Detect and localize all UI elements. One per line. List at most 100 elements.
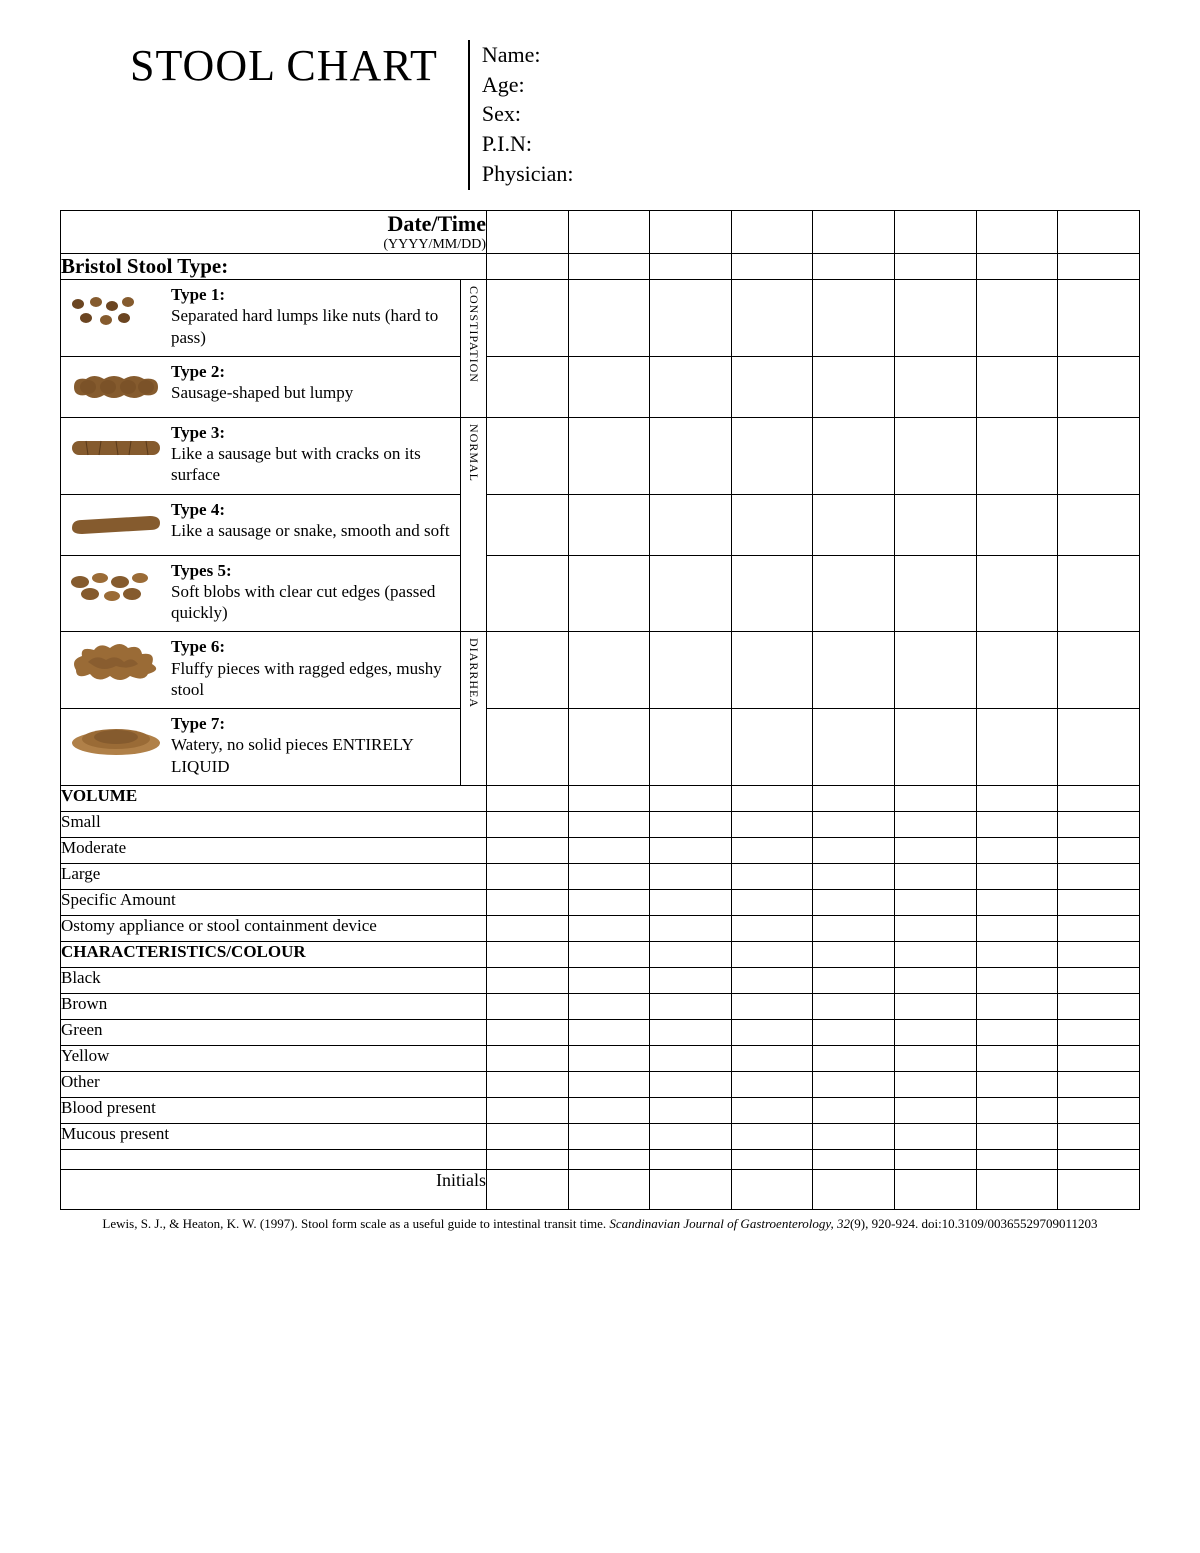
data-cell[interactable] bbox=[813, 494, 895, 555]
data-cell[interactable] bbox=[650, 1149, 732, 1169]
data-cell[interactable] bbox=[1058, 1097, 1140, 1123]
data-cell[interactable] bbox=[650, 632, 732, 709]
data-cell[interactable] bbox=[650, 280, 732, 357]
data-cell[interactable] bbox=[813, 811, 895, 837]
data-cell[interactable] bbox=[1058, 811, 1140, 837]
data-cell[interactable] bbox=[731, 941, 813, 967]
data-cell[interactable] bbox=[487, 837, 569, 863]
data-cell[interactable] bbox=[487, 1169, 569, 1209]
data-cell[interactable] bbox=[568, 1045, 650, 1071]
data-cell[interactable] bbox=[1058, 356, 1140, 417]
data-cell[interactable] bbox=[813, 709, 895, 786]
data-cell[interactable] bbox=[1058, 280, 1140, 357]
data-cell[interactable] bbox=[731, 993, 813, 1019]
data-cell[interactable] bbox=[1058, 863, 1140, 889]
data-cell[interactable] bbox=[976, 837, 1058, 863]
data-cell[interactable] bbox=[813, 632, 895, 709]
data-cell[interactable] bbox=[1058, 417, 1140, 494]
data-cell[interactable] bbox=[487, 254, 569, 280]
data-cell[interactable] bbox=[731, 280, 813, 357]
data-cell[interactable] bbox=[895, 632, 977, 709]
data-cell[interactable] bbox=[650, 555, 732, 632]
data-cell[interactable] bbox=[568, 632, 650, 709]
data-cell[interactable] bbox=[1058, 211, 1140, 254]
data-cell[interactable] bbox=[895, 1045, 977, 1071]
data-cell[interactable] bbox=[813, 967, 895, 993]
data-cell[interactable] bbox=[568, 1149, 650, 1169]
data-cell[interactable] bbox=[731, 1169, 813, 1209]
data-cell[interactable] bbox=[813, 1149, 895, 1169]
data-cell[interactable] bbox=[1058, 494, 1140, 555]
data-cell[interactable] bbox=[568, 837, 650, 863]
data-cell[interactable] bbox=[568, 494, 650, 555]
data-cell[interactable] bbox=[487, 967, 569, 993]
data-cell[interactable] bbox=[568, 211, 650, 254]
data-cell[interactable] bbox=[813, 889, 895, 915]
data-cell[interactable] bbox=[976, 1019, 1058, 1045]
data-cell[interactable] bbox=[731, 494, 813, 555]
data-cell[interactable] bbox=[731, 709, 813, 786]
data-cell[interactable] bbox=[976, 811, 1058, 837]
data-cell[interactable] bbox=[1058, 785, 1140, 811]
data-cell[interactable] bbox=[1058, 1169, 1140, 1209]
data-cell[interactable] bbox=[650, 494, 732, 555]
data-cell[interactable] bbox=[487, 417, 569, 494]
data-cell[interactable] bbox=[650, 941, 732, 967]
data-cell[interactable] bbox=[895, 709, 977, 786]
data-cell[interactable] bbox=[650, 993, 732, 1019]
data-cell[interactable] bbox=[976, 709, 1058, 786]
data-cell[interactable] bbox=[568, 254, 650, 280]
data-cell[interactable] bbox=[487, 211, 569, 254]
data-cell[interactable] bbox=[976, 555, 1058, 632]
data-cell[interactable] bbox=[568, 1123, 650, 1149]
data-cell[interactable] bbox=[1058, 1019, 1140, 1045]
data-cell[interactable] bbox=[813, 1123, 895, 1149]
data-cell[interactable] bbox=[976, 889, 1058, 915]
data-cell[interactable] bbox=[813, 254, 895, 280]
data-cell[interactable] bbox=[976, 356, 1058, 417]
data-cell[interactable] bbox=[813, 1097, 895, 1123]
data-cell[interactable] bbox=[731, 1019, 813, 1045]
data-cell[interactable] bbox=[650, 837, 732, 863]
data-cell[interactable] bbox=[1058, 915, 1140, 941]
data-cell[interactable] bbox=[568, 1019, 650, 1045]
data-cell[interactable] bbox=[895, 915, 977, 941]
data-cell[interactable] bbox=[976, 417, 1058, 494]
data-cell[interactable] bbox=[487, 1123, 569, 1149]
data-cell[interactable] bbox=[487, 915, 569, 941]
data-cell[interactable] bbox=[568, 555, 650, 632]
data-cell[interactable] bbox=[813, 417, 895, 494]
data-cell[interactable] bbox=[976, 1169, 1058, 1209]
data-cell[interactable] bbox=[1058, 993, 1140, 1019]
data-cell[interactable] bbox=[650, 254, 732, 280]
data-cell[interactable] bbox=[895, 993, 977, 1019]
data-cell[interactable] bbox=[568, 417, 650, 494]
data-cell[interactable] bbox=[650, 863, 732, 889]
data-cell[interactable] bbox=[731, 811, 813, 837]
data-cell[interactable] bbox=[731, 1097, 813, 1123]
data-cell[interactable] bbox=[487, 1097, 569, 1123]
data-cell[interactable] bbox=[813, 356, 895, 417]
data-cell[interactable] bbox=[1058, 555, 1140, 632]
data-cell[interactable] bbox=[895, 785, 977, 811]
data-cell[interactable] bbox=[895, 811, 977, 837]
data-cell[interactable] bbox=[813, 941, 895, 967]
data-cell[interactable] bbox=[895, 555, 977, 632]
data-cell[interactable] bbox=[568, 709, 650, 786]
data-cell[interactable] bbox=[895, 356, 977, 417]
data-cell[interactable] bbox=[895, 1071, 977, 1097]
data-cell[interactable] bbox=[1058, 1045, 1140, 1071]
data-cell[interactable] bbox=[1058, 837, 1140, 863]
data-cell[interactable] bbox=[731, 863, 813, 889]
data-cell[interactable] bbox=[568, 889, 650, 915]
data-cell[interactable] bbox=[487, 811, 569, 837]
data-cell[interactable] bbox=[731, 1045, 813, 1071]
data-cell[interactable] bbox=[487, 709, 569, 786]
data-cell[interactable] bbox=[895, 1169, 977, 1209]
data-cell[interactable] bbox=[568, 1169, 650, 1209]
data-cell[interactable] bbox=[895, 254, 977, 280]
data-cell[interactable] bbox=[487, 1045, 569, 1071]
data-cell[interactable] bbox=[568, 1071, 650, 1097]
data-cell[interactable] bbox=[895, 280, 977, 357]
data-cell[interactable] bbox=[976, 494, 1058, 555]
